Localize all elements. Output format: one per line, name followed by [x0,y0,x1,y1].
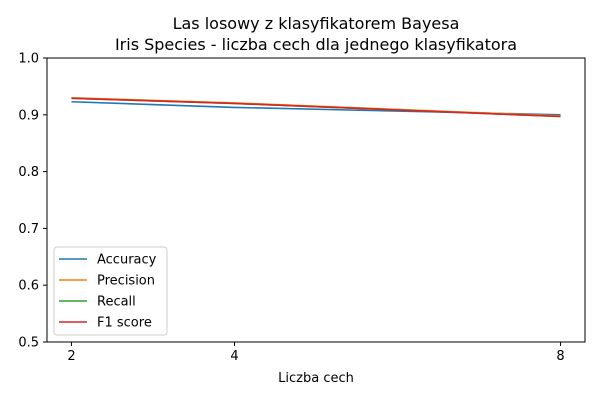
y-tick-label: 0.7 [18,222,39,237]
y-tick-label: 0.9 [18,108,39,123]
legend-label-accuracy: Accuracy [97,253,157,268]
y-axis: 0.5 0.6 0.7 0.8 0.9 1.0 [18,52,47,351]
x-tick-label: 2 [67,349,75,364]
legend-box [53,246,168,336]
series-layer [71,96,561,118]
x-tick-label: 4 [230,349,238,364]
y-tick-label: 0.5 [18,336,39,351]
chart-title: Las losowy z klasyfikatorem Bayesa [173,14,460,33]
legend: Accuracy Precision Recall F1 score [53,246,168,336]
x-tick-label: 8 [556,349,564,364]
y-tick-label: 0.8 [18,165,39,180]
legend-label-f1-score: F1 score [97,316,152,331]
x-axis-label: Liczba cech [278,371,354,386]
y-tick-label: 0.6 [18,279,39,294]
x-axis: 2 4 8 [67,342,565,364]
y-tick-label: 1.0 [18,52,39,67]
chart-subtitle: Iris Species - liczba cech dla jednego k… [115,35,517,54]
legend-label-precision: Precision [97,274,155,289]
plot-frame [46,57,586,343]
legend-label-recall: Recall [97,295,136,310]
series-line-f1-score [71,97,561,118]
